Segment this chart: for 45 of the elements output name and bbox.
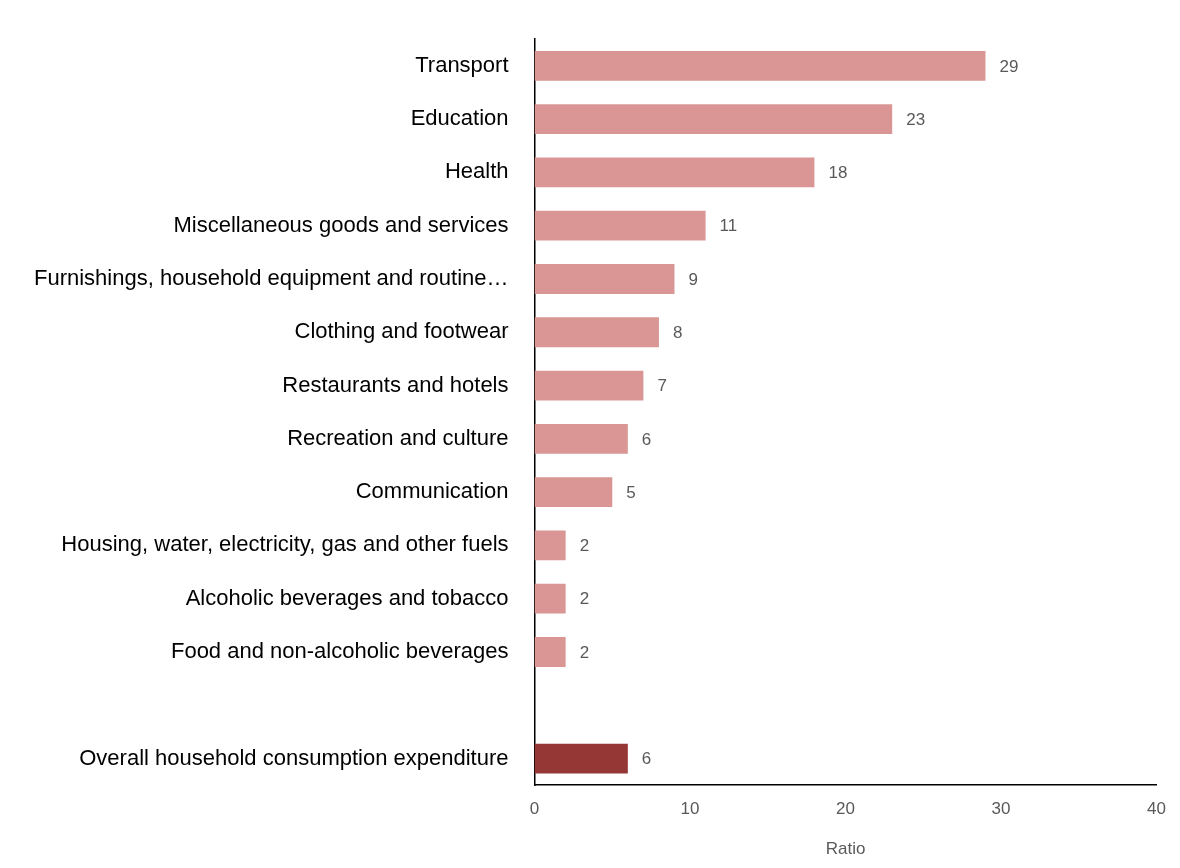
data-label: 11 xyxy=(719,216,738,236)
data-label: 7 xyxy=(657,376,667,396)
x-tick-label: 20 xyxy=(836,799,855,819)
bar xyxy=(534,317,659,348)
data-label: 5 xyxy=(626,482,636,502)
y-tick-label: Miscellaneous goods and services xyxy=(173,211,509,237)
bar xyxy=(534,210,706,241)
data-label: 6 xyxy=(641,749,652,769)
x-axis-title: Ratio xyxy=(825,839,866,859)
y-tick-label: Alcoholic beverages and tobacco xyxy=(185,584,509,610)
y-tick-label: Housing, water, electricity, gas and other fuels xyxy=(61,531,509,557)
bar xyxy=(534,264,675,294)
data-label: 6 xyxy=(641,429,652,449)
bar xyxy=(534,370,644,401)
bar xyxy=(534,583,566,614)
data-label: 9 xyxy=(688,269,698,289)
y-tick-label: Clothing and footwear xyxy=(294,318,509,344)
data-label: 2 xyxy=(579,536,590,556)
x-tick-label: 0 xyxy=(529,799,540,819)
y-tick-label: Transport xyxy=(415,51,509,77)
y-tick-label: Food and non-alcoholic beverages xyxy=(170,638,509,664)
data-label: 8 xyxy=(672,322,683,342)
bar xyxy=(534,530,566,561)
x-tick-label: 40 xyxy=(1147,799,1167,819)
y-tick-label: Health xyxy=(444,158,509,184)
data-label: 2 xyxy=(579,642,590,662)
x-tick-label: 10 xyxy=(680,799,700,819)
bar xyxy=(534,477,613,508)
data-label: 2 xyxy=(579,589,590,609)
bar xyxy=(534,157,815,188)
bar xyxy=(534,637,566,667)
bar xyxy=(534,104,893,135)
data-label: 23 xyxy=(906,109,926,129)
y-tick-label: Overall household consumption expenditure xyxy=(79,744,509,770)
data-label: 18 xyxy=(828,163,848,183)
y-tick-label: Furnishings, household equipment and routine… xyxy=(33,265,509,291)
y-tick-label: Communication xyxy=(355,478,509,504)
data-label: 29 xyxy=(999,56,1019,76)
y-tick-label: Education xyxy=(410,105,509,131)
y-tick-label: Restaurants and hotels xyxy=(282,371,509,397)
y-tick-label: Recreation and culture xyxy=(287,424,509,450)
bar xyxy=(534,743,628,774)
bar xyxy=(534,50,986,81)
x-tick-label: 30 xyxy=(991,799,1011,819)
bar xyxy=(534,423,628,454)
